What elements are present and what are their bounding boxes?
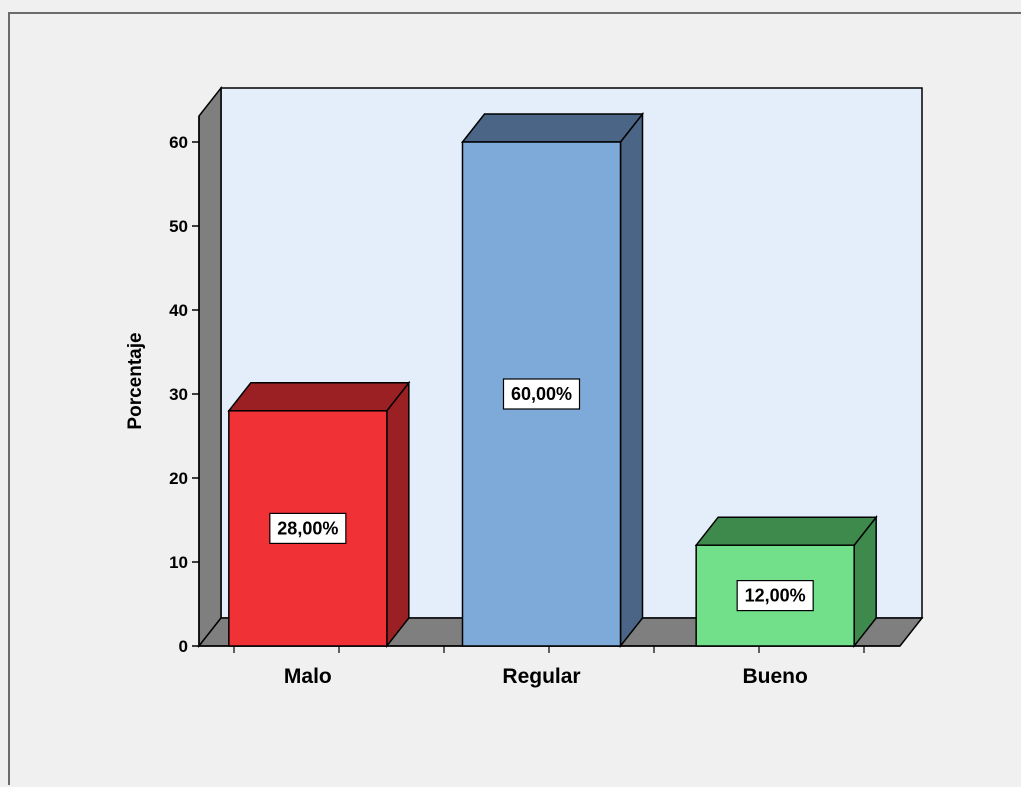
- bar-side: [386, 380, 410, 649]
- y-tick-label: 0: [179, 637, 188, 656]
- bar-chart: 0 10 20 30 40 50 60 28,00% 60,00% 12,00% Malo Reg…: [125, 85, 924, 688]
- category-label: Bueno: [743, 665, 808, 688]
- category-labels: Malo Regular Bueno: [284, 665, 808, 688]
- y-tick-label: 40: [169, 301, 188, 320]
- data-label-bueno: 12,00%: [736, 579, 814, 612]
- y-tick-label: 60: [169, 133, 188, 152]
- y-tick-label: 20: [169, 469, 188, 488]
- x-ticks: [233, 646, 865, 653]
- y-axis-title: Porcentaje: [125, 332, 146, 429]
- bar-top: [460, 113, 645, 143]
- y-tick-label: 50: [169, 217, 188, 236]
- y-tick-label: 30: [169, 385, 188, 404]
- data-labels: 28,00% 60,00% 12,00%: [269, 378, 814, 612]
- y-tick-label: 10: [169, 553, 188, 572]
- data-label-box: [736, 579, 814, 612]
- y-ticks: 0 10 20 30 40 50 60: [169, 133, 199, 656]
- chart-frame: 0 10 20 30 40 50 60 28,00% 60,00% 12,00% Malo Reg…: [8, 12, 1021, 785]
- bar-side: [619, 111, 644, 649]
- data-label-malo: 28,00%: [269, 512, 347, 544]
- data-label-box: [269, 512, 347, 544]
- bar-top: [227, 382, 411, 412]
- data-label-regular: 60,00%: [502, 378, 581, 410]
- data-label-text: 12,00%: [745, 586, 806, 606]
- category-label: Malo: [284, 665, 332, 688]
- bar-malo: [227, 380, 411, 649]
- data-label-text: 60,00%: [511, 384, 572, 404]
- left-wall: [198, 85, 222, 649]
- data-label-text: 28,00%: [277, 518, 338, 538]
- data-label-box: [502, 378, 581, 410]
- bar-top: [694, 516, 878, 546]
- category-label: Regular: [502, 665, 580, 688]
